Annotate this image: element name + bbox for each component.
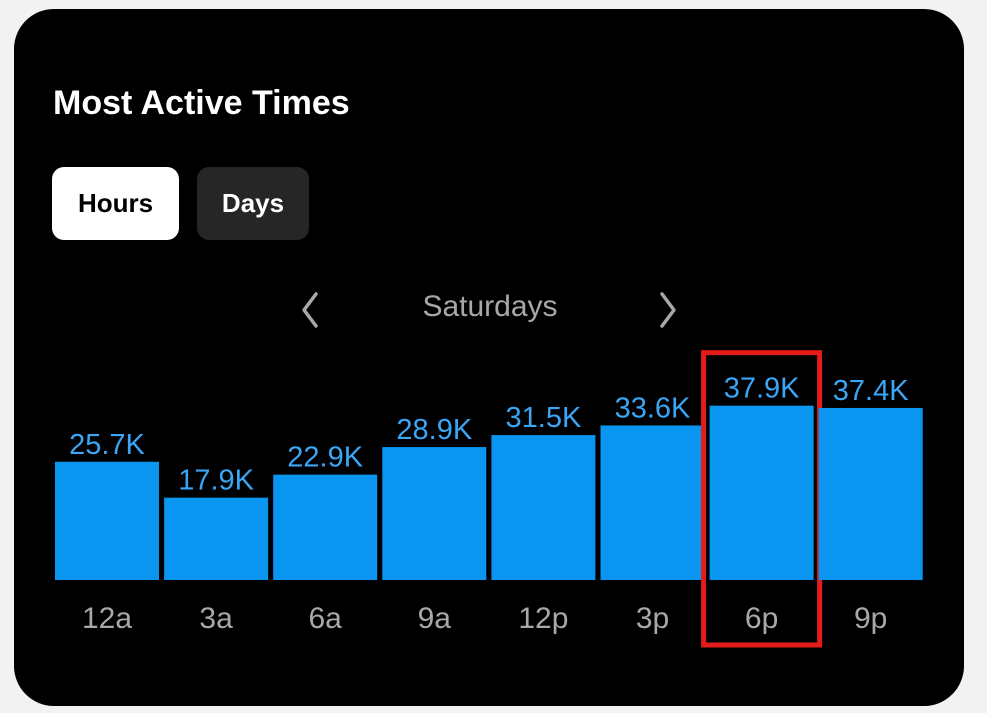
bar-3p [600, 425, 705, 580]
period-label: Saturdays [422, 290, 558, 323]
next-period-button[interactable] [648, 288, 688, 332]
bar-3a [164, 497, 269, 580]
bar-6a [273, 474, 378, 580]
value-label-3a: 17.9K [178, 465, 254, 497]
x-tick-label-9a: 9a [418, 602, 452, 635]
tab-days[interactable]: Days [197, 167, 309, 240]
value-label-6p: 37.9K [724, 373, 800, 405]
value-label-12p: 31.5K [506, 402, 582, 434]
value-label-9p: 37.4K [833, 375, 909, 407]
x-tick-label-3p: 3p [636, 602, 669, 635]
x-tick-label-12p: 12p [518, 602, 568, 635]
card-title: Most Active Times [53, 84, 350, 122]
tab-hours[interactable]: Hours [52, 167, 179, 240]
x-tick-label-6p: 6p [745, 602, 778, 635]
value-label-6a: 22.9K [287, 442, 363, 474]
x-tick-label-9p: 9p [854, 602, 887, 635]
value-label-9a: 28.9K [396, 414, 472, 446]
chevron-left-icon [302, 292, 318, 328]
bar-12a [55, 461, 159, 580]
previous-period-button[interactable] [290, 288, 330, 332]
x-tick-label-3a: 3a [199, 602, 233, 635]
value-label-12a: 25.7K [69, 429, 145, 461]
bar-6p [709, 405, 814, 580]
value-label-3p: 33.6K [615, 392, 691, 424]
bar-12p [491, 435, 596, 580]
bar-9a [382, 447, 487, 580]
x-tick-label-12a: 12a [82, 602, 132, 635]
chevron-right-icon [660, 292, 676, 328]
x-tick-label-6a: 6a [309, 602, 343, 635]
most-active-times-card [14, 9, 964, 706]
bar-9p [818, 407, 923, 580]
